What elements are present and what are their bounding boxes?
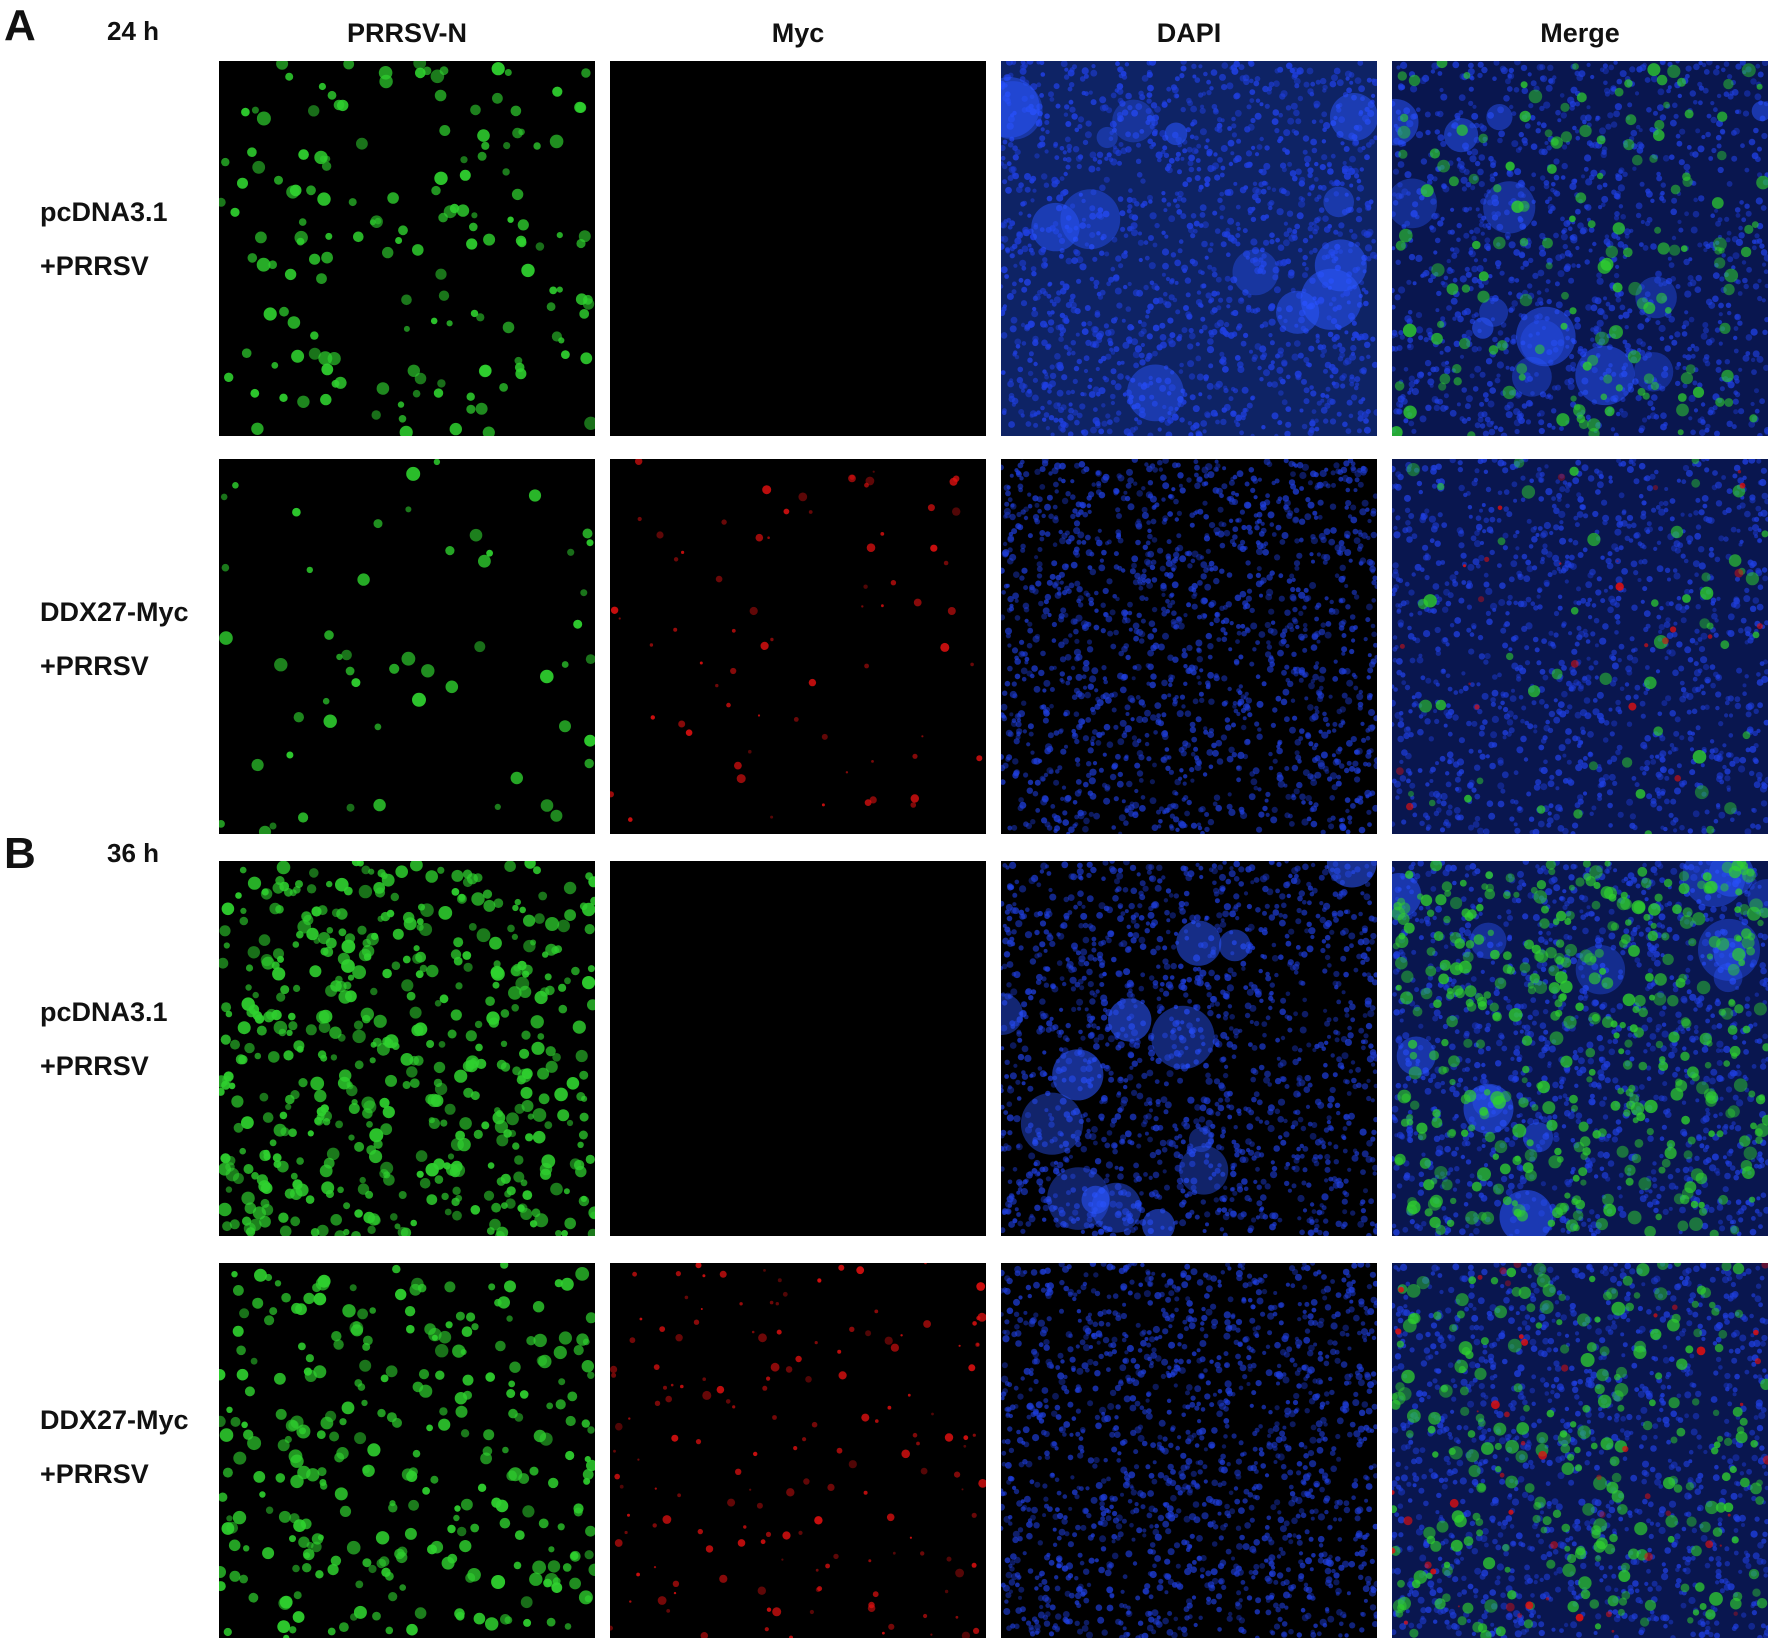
micrograph-36h-ddx27-myc <box>610 1263 986 1638</box>
row-label-a2: DDX27-Myc +PRRSV <box>40 585 189 693</box>
timepoint-36h: 36 h <box>107 838 160 868</box>
panel-letter-b: B <box>4 829 36 878</box>
row-label-a1: pcDNA3.1 +PRRSV <box>40 185 168 293</box>
column-header-dapi: DAPI <box>1156 18 1222 48</box>
row-label-a1-line1: pcDNA3.1 <box>40 197 168 227</box>
row-label-b2-line2: +PRRSV <box>40 1459 149 1489</box>
micrograph-24h-pcdna-merge <box>1392 61 1768 436</box>
micrograph-24h-pcdna-dapi <box>1001 61 1377 436</box>
row-label-b2-line1: DDX27-Myc <box>40 1405 189 1435</box>
row-label-b1: pcDNA3.1 +PRRSV <box>40 985 168 1093</box>
micrograph-24h-pcdna-myc <box>610 61 986 436</box>
row-label-b2: DDX27-Myc +PRRSV <box>40 1393 189 1501</box>
row-label-b1-line1: pcDNA3.1 <box>40 997 168 1027</box>
micrograph-24h-ddx27-merge <box>1392 459 1768 834</box>
row-label-a1-line2: +PRRSV <box>40 251 149 281</box>
micrograph-36h-pcdna-myc <box>610 861 986 1236</box>
micrograph-36h-pcdna-dapi <box>1001 861 1377 1236</box>
micrograph-36h-ddx27-prrsv-n <box>219 1263 595 1638</box>
panel-letter-a: A <box>4 1 36 50</box>
row-label-a2-line1: DDX27-Myc <box>40 597 189 627</box>
micrograph-24h-pcdna-prrsv-n <box>219 61 595 436</box>
row-label-b1-line2: +PRRSV <box>40 1051 149 1081</box>
micrograph-36h-pcdna-merge <box>1392 861 1768 1236</box>
micrograph-36h-ddx27-merge <box>1392 1263 1768 1638</box>
micrograph-24h-ddx27-dapi <box>1001 459 1377 834</box>
micrograph-36h-pcdna-prrsv-n <box>219 861 595 1236</box>
micrograph-24h-ddx27-prrsv-n <box>219 459 595 834</box>
column-header-myc: Myc <box>771 18 825 48</box>
column-header-prrsv-n: PRRSV-N <box>346 18 468 48</box>
column-header-merge: Merge <box>1540 18 1620 48</box>
micrograph-24h-ddx27-myc <box>610 459 986 834</box>
micrograph-36h-ddx27-dapi <box>1001 1263 1377 1638</box>
timepoint-24h: 24 h <box>107 16 160 46</box>
row-label-a2-line2: +PRRSV <box>40 651 149 681</box>
